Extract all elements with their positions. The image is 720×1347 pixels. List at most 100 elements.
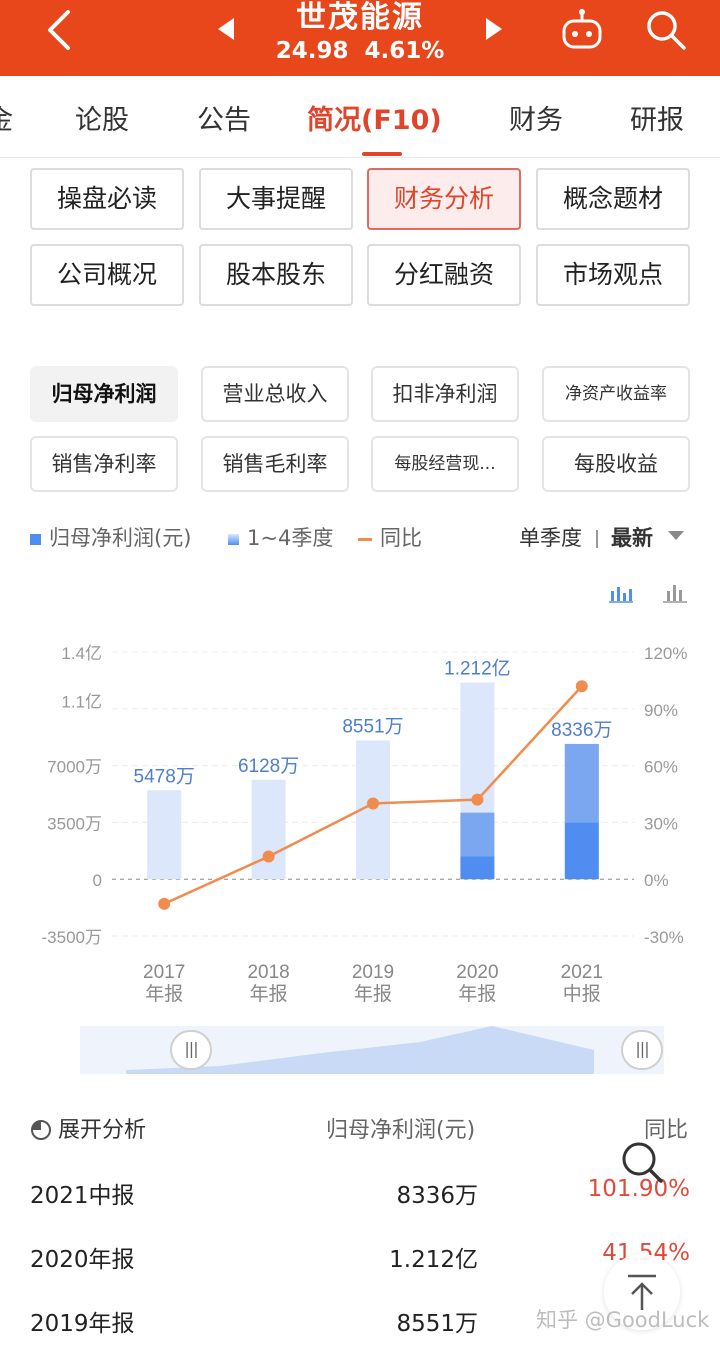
row-period: 2019年报 [30,1311,135,1337]
back-to-top-button[interactable] [604,1254,680,1330]
x-tick-label: 2021 [561,962,603,983]
legend-yoy: 同比 [358,522,422,552]
x-tick-label: 2018 [247,962,289,983]
search-icon[interactable] [644,8,688,52]
x-tick-label: 2017 [143,962,185,983]
stock-header: 世茂能源 24.98 4.61% [0,0,720,76]
metric-operating-cashflow[interactable]: 每股经营现... [371,436,519,492]
back-arrow-icon[interactable] [40,6,80,54]
bar-value-label: 8551万 [342,716,403,737]
row-value: 8551万 [396,1311,478,1337]
tab-announcements[interactable]: 公告 [197,105,251,136]
yoy-point[interactable] [367,797,379,810]
stock-price: 24.98 [275,38,349,64]
stock-name: 世茂能源 [296,0,424,35]
legend-net-profit-label: 归母净利润(元) [49,526,192,550]
row-period: 2020年报 [30,1247,135,1273]
x-tick-label: 年报 [354,983,392,1005]
legend-yoy-swatch [358,537,372,541]
bar-value-label: 6128万 [238,756,299,777]
range-slider-right-handle[interactable]: ||| [621,1030,663,1070]
legend-net-profit-swatch [30,533,41,545]
right-tick-label: 120% [644,644,687,663]
right-axis: -30% 0% 30% 60% 90% 120% [644,644,687,947]
left-tick-label: 0 [93,871,102,890]
floating-search-icon[interactable] [620,1140,664,1184]
yoy-point[interactable] [158,897,171,910]
stock-change: 4.61% [364,38,445,64]
legend-yoy-label: 同比 [380,526,422,550]
period-mode[interactable]: 单季度 [519,526,582,550]
robot-assistant-icon[interactable] [558,8,606,52]
tab-research[interactable]: 研报 [630,105,684,136]
metric-gross-margin[interactable]: 销售毛利率 [201,436,349,492]
metric-net-profit[interactable]: 归母净利润 [30,366,178,422]
right-tick-label: 90% [644,701,678,720]
right-tick-label: 30% [644,814,678,833]
chevron-down-icon[interactable] [668,531,684,540]
x-tick-label: 2020 [456,962,498,983]
bar-quarter-segment[interactable] [564,822,599,880]
bar-quarter-segment[interactable] [564,743,599,823]
metric-eps[interactable]: 每股收益 [542,436,690,492]
menu-financial-analysis[interactable]: 财务分析 [367,168,521,230]
right-tick-label: -30% [644,928,684,947]
column-net-profit: 归母净利润(元) [326,1118,476,1143]
tab-finance[interactable]: 财务 [509,105,563,136]
bar-quarter-segment[interactable] [460,856,495,880]
legend-quarters-swatch [228,533,239,545]
bar[interactable] [147,790,182,880]
left-tick-label: 1.4亿 [61,644,102,663]
expand-analysis-label: 展开分析 [58,1118,147,1143]
pie-chart-icon [31,1120,51,1140]
bar-value-label: 8336万 [551,720,612,741]
yoy-point[interactable] [471,793,484,806]
tab-partial[interactable]: 金 [0,98,13,137]
expand-analysis-toggle[interactable]: 展开分析 [30,1112,146,1144]
yoy-line-series [158,680,588,910]
menu-trading-guide[interactable]: 操盘必读 [30,168,184,230]
menu-events[interactable]: 大事提醒 [199,168,353,230]
next-stock-icon[interactable] [486,18,502,40]
net-profit-chart: -3500万 0 3500万 7000万 1.1亿 1.4亿 -30% 0% 30% 60% 90… [42,644,688,1005]
range-slider-preview [126,1026,594,1074]
bar[interactable] [251,779,286,880]
x-tick-label: 年报 [458,983,496,1005]
metric-net-margin[interactable]: 销售净利率 [30,436,178,492]
arrow-up-icon [628,1274,656,1310]
yoy-point[interactable] [575,680,588,693]
bar-quarter-segment[interactable] [460,812,495,857]
menu-market-views[interactable]: 市场观点 [536,244,690,306]
menu-shareholders[interactable]: 股本股东 [199,244,353,306]
grouped-bar-chart-icon[interactable] [608,582,634,604]
menu-company-profile[interactable]: 公司概况 [30,244,184,306]
bar-value-label: 5478万 [134,766,195,787]
menu-concepts[interactable]: 概念题材 [536,168,690,230]
yoy-point[interactable] [262,850,275,863]
metric-deducted-profit[interactable]: 扣非净利润 [371,366,519,422]
sort-mode[interactable]: 最新 [611,526,653,550]
left-tick-label: 7000万 [47,758,102,777]
legend-quarters-label: 1~4季度 [247,526,334,550]
previous-stock-icon[interactable] [218,18,234,40]
left-axis: -3500万 0 3500万 7000万 1.1亿 1.4亿 [42,644,102,947]
x-tick-label: 年报 [145,983,183,1005]
right-tick-label: 0% [644,871,669,890]
metric-total-revenue[interactable]: 营业总收入 [201,366,349,422]
tab-discussion[interactable]: 论股 [75,105,129,136]
range-slider-left-handle[interactable]: ||| [170,1030,212,1070]
menu-dividends[interactable]: 分红融资 [367,244,521,306]
range-slider-track[interactable] [80,1026,664,1074]
watermark: 知乎 @GoodLuck [536,1308,710,1332]
row-yoy: 101.90% [587,1176,690,1202]
bar-chart-icon[interactable] [662,582,688,604]
mode-divider [596,530,598,548]
metric-roe[interactable]: 净资产收益率 [542,366,690,422]
tab-f10[interactable]: 简况(F10) [307,105,442,136]
x-tick-label: 2019 [352,962,394,983]
legend-quarters: 1~4季度 [228,522,333,552]
stock-quote: 24.98 4.61% [250,38,470,64]
row-period: 2021中报 [30,1183,135,1209]
x-tick-label: 中报 [563,983,601,1005]
